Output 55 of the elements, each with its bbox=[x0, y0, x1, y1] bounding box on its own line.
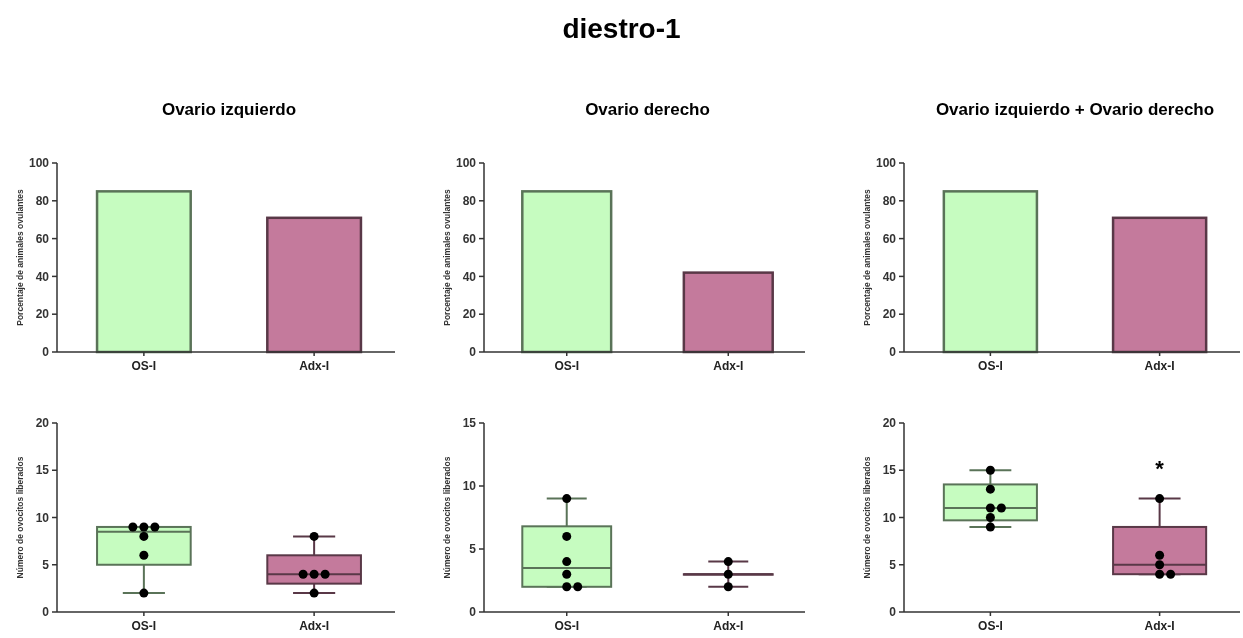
y-tick-label: 15 bbox=[462, 416, 477, 431]
y-tick-label: 20 bbox=[35, 416, 50, 431]
y-tick-label: 5 bbox=[889, 557, 897, 572]
y-tick-label: 10 bbox=[882, 510, 897, 525]
y-tick-label: 0 bbox=[42, 605, 50, 620]
y-tick-label: 80 bbox=[35, 194, 50, 208]
x-tick-label: OS-I bbox=[131, 619, 157, 633]
y-tick-label: 20 bbox=[35, 307, 50, 322]
y-tick-label: 20 bbox=[882, 416, 897, 431]
y-tick-label: 40 bbox=[462, 269, 477, 284]
x-tick-label: Adx-I bbox=[1144, 619, 1175, 633]
chart-title: Ovario derecho bbox=[585, 100, 710, 119]
y-tick-label: 15 bbox=[35, 463, 50, 478]
y-tick-label: 40 bbox=[882, 269, 897, 284]
annotation: * bbox=[1155, 456, 1165, 482]
y-tick-label: 100 bbox=[455, 156, 477, 171]
y-tick-label: 0 bbox=[42, 345, 50, 360]
y-tick-label: 100 bbox=[875, 156, 897, 171]
x-tick-label: Adx-I bbox=[299, 359, 330, 373]
y-tick-label: 40 bbox=[35, 269, 50, 284]
y-axis-title: Número de ovocitos liberados bbox=[862, 456, 872, 579]
y-tick-label: 60 bbox=[35, 231, 50, 246]
y-tick-label: 100 bbox=[28, 156, 50, 171]
x-tick-label: Adx-I bbox=[299, 619, 330, 633]
x-tick-label: Adx-I bbox=[713, 619, 744, 633]
y-tick-label: 10 bbox=[462, 479, 477, 494]
x-tick-label: OS-I bbox=[554, 359, 580, 373]
y-axis-title: Porcentaje de animales ovulantes bbox=[442, 188, 452, 326]
y-tick-label: 60 bbox=[882, 231, 897, 246]
y-tick-label: 5 bbox=[42, 557, 50, 572]
y-tick-label: 80 bbox=[882, 194, 897, 208]
x-tick-label: OS-I bbox=[131, 359, 157, 373]
chart-title: Ovario izquierdo bbox=[161, 100, 297, 119]
y-tick-label: 10 bbox=[35, 510, 50, 525]
y-tick-label: 20 bbox=[462, 307, 477, 322]
chart-title: Ovario izquierdo + Ovario derecho bbox=[935, 100, 1215, 119]
y-tick-label: 60 bbox=[462, 231, 477, 246]
y-axis-title: Porcentaje de animales ovulantes bbox=[862, 188, 872, 326]
y-axis-title: Número de ovocitos liberados bbox=[442, 456, 452, 579]
x-tick-label: OS-I bbox=[554, 619, 580, 633]
x-tick-label: OS-I bbox=[978, 359, 1003, 373]
y-tick-label: 80 bbox=[462, 194, 477, 208]
y-tick-label: 5 bbox=[469, 542, 477, 557]
y-axis-title: Número de ovocitos liberados bbox=[15, 456, 25, 579]
text: diestro-1 bbox=[562, 13, 681, 44]
x-tick-label: Adx-I bbox=[1144, 359, 1175, 373]
x-tick-label: Adx-I bbox=[713, 359, 744, 373]
y-tick-label: 15 bbox=[882, 463, 897, 478]
y-tick-label: 0 bbox=[889, 605, 897, 620]
y-tick-label: 0 bbox=[469, 345, 477, 360]
x-tick-label: OS-I bbox=[978, 619, 1003, 633]
y-tick-label: 0 bbox=[469, 605, 477, 620]
y-axis-title: Porcentaje de animales ovulantes bbox=[15, 188, 25, 326]
y-tick-label: 20 bbox=[882, 307, 897, 322]
y-tick-label: 0 bbox=[889, 345, 897, 360]
